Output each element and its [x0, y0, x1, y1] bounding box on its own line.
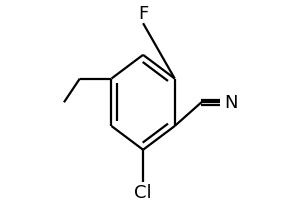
Text: Cl: Cl — [134, 184, 152, 201]
Text: N: N — [224, 94, 238, 112]
Text: F: F — [138, 5, 148, 23]
